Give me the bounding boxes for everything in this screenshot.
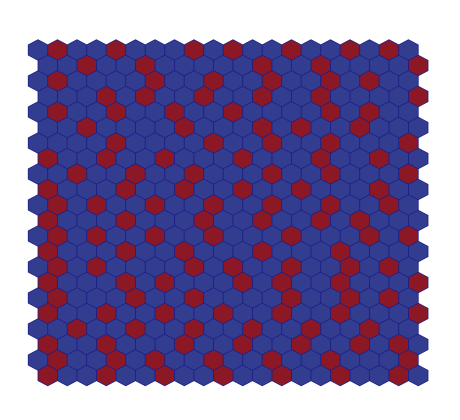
hex-cell: [408, 364, 429, 387]
